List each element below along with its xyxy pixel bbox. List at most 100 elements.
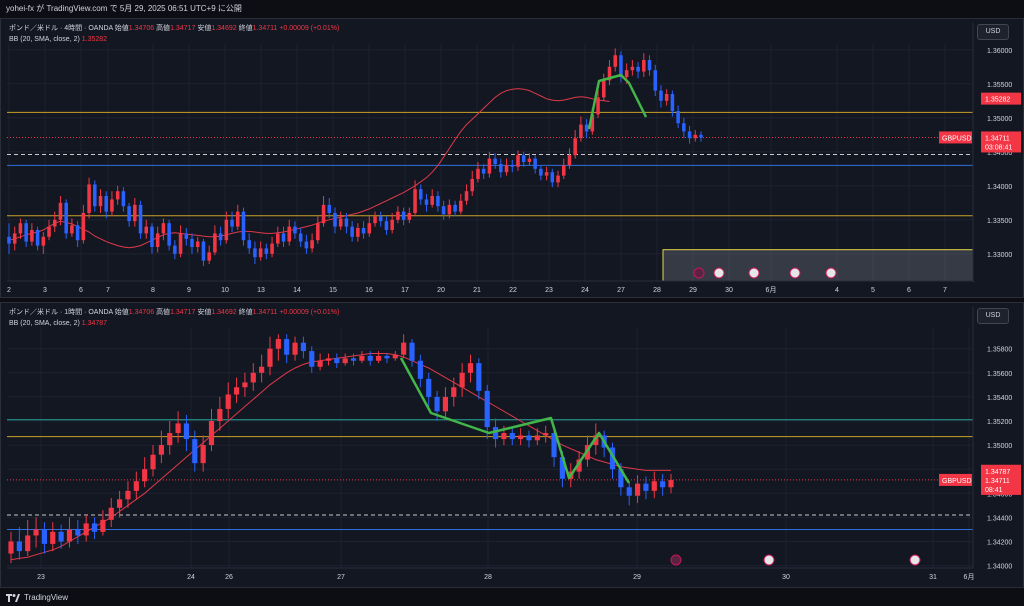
candle-body xyxy=(543,433,549,436)
candle-body xyxy=(161,223,166,234)
candle-body xyxy=(418,189,423,200)
candle xyxy=(660,474,666,496)
candle xyxy=(499,158,503,178)
candle xyxy=(81,204,86,244)
time-tick: 5 xyxy=(871,287,875,294)
candle-body xyxy=(350,226,354,237)
bb-label: BB (20, SMA, close, 2) xyxy=(9,36,80,43)
candle-body xyxy=(207,252,211,261)
candle xyxy=(642,53,646,77)
candle-body xyxy=(626,487,632,496)
candle-body xyxy=(481,168,486,174)
candle xyxy=(230,211,234,233)
candle-body xyxy=(242,382,248,388)
candle-body xyxy=(593,435,599,446)
candle xyxy=(609,442,616,479)
candle-body xyxy=(218,233,223,241)
candle-body xyxy=(208,420,215,446)
price-tick: 1.35400 xyxy=(987,395,1012,402)
time-tick: 17 xyxy=(401,287,409,294)
candle xyxy=(467,354,474,383)
candle xyxy=(18,218,23,239)
candle xyxy=(138,200,143,239)
candle-body xyxy=(108,507,114,520)
candle-body xyxy=(35,230,40,246)
candle-body xyxy=(533,158,537,169)
candle xyxy=(183,414,190,452)
candle xyxy=(87,177,91,219)
candle-body xyxy=(670,94,675,111)
chart-panel-1h[interactable]: 1.358001.356001.354001.352001.350001.348… xyxy=(0,302,1024,588)
price-tick: 1.35600 xyxy=(987,371,1012,378)
time-tick: 2 xyxy=(7,287,11,294)
candle xyxy=(556,170,560,188)
time-tick: 30 xyxy=(725,287,733,294)
currency-button[interactable]: USD xyxy=(977,308,1009,324)
candle xyxy=(350,353,357,366)
candle-body xyxy=(401,211,406,220)
candle-body xyxy=(510,165,515,167)
candle-body xyxy=(235,211,240,227)
candle-body xyxy=(258,248,263,258)
bollinger-middle-line xyxy=(10,353,671,561)
event-dot xyxy=(763,554,775,566)
candle-body xyxy=(576,459,582,472)
currency-button[interactable]: USD xyxy=(977,24,1009,40)
candle xyxy=(327,198,332,219)
chart-canvas[interactable]: 1.36000 1.35500 1.35000 1.34500 1.34000 1.335… xyxy=(1,19,1023,297)
open-value: 1.34706 xyxy=(128,309,155,316)
candle-body xyxy=(287,226,292,242)
price-tick: 1.34000 xyxy=(987,564,1012,571)
candle xyxy=(409,339,415,367)
candle-body xyxy=(467,363,474,373)
candle-body xyxy=(250,372,256,383)
candle xyxy=(441,200,446,220)
candle-body xyxy=(426,378,432,397)
candle-body xyxy=(396,211,400,220)
time-tick: 27 xyxy=(337,574,345,581)
candle-body xyxy=(167,433,173,446)
candle xyxy=(316,216,320,244)
candle-body xyxy=(459,372,465,388)
candle xyxy=(384,216,389,235)
low-value: 1.34692 xyxy=(211,25,237,32)
candle-body xyxy=(451,387,457,397)
price-tick: 1.35000 xyxy=(987,116,1012,123)
candle xyxy=(534,428,540,446)
event-dot xyxy=(825,267,837,279)
time-tick: 7 xyxy=(106,287,110,294)
event-dot xyxy=(909,554,921,566)
candle xyxy=(259,354,265,383)
time-tick: 13 xyxy=(257,287,265,294)
candle-body xyxy=(317,360,323,367)
candle-body xyxy=(342,358,348,364)
candle-body xyxy=(584,124,589,132)
candle xyxy=(264,243,269,260)
bollinger-middle-line xyxy=(8,88,610,249)
time-tick: 6 xyxy=(907,287,911,294)
chart-canvas[interactable]: 1.358001.356001.354001.352001.350001.348… xyxy=(1,303,1023,587)
candle-body xyxy=(492,427,499,440)
candle xyxy=(647,55,652,76)
candle xyxy=(200,435,206,472)
candle-body xyxy=(609,447,616,470)
chart-panel-4h[interactable]: 1.36000 1.35500 1.35000 1.34500 1.34000 1.335… xyxy=(0,18,1024,298)
candle-body xyxy=(634,483,641,496)
candle-body xyxy=(384,355,390,359)
candle-body xyxy=(459,200,463,212)
event-dot xyxy=(789,267,801,279)
candle xyxy=(413,180,417,217)
candle xyxy=(287,219,292,246)
candle xyxy=(12,226,17,251)
candle xyxy=(121,187,126,212)
candle xyxy=(217,396,223,431)
low-value: 1.34692 xyxy=(211,309,237,316)
close-value: 1.34711 xyxy=(252,309,278,316)
candle-body xyxy=(651,481,657,491)
candle xyxy=(533,155,537,174)
candle-body xyxy=(664,94,669,101)
candle-body xyxy=(298,233,303,242)
candle-body xyxy=(334,358,340,364)
candle-body xyxy=(241,211,246,241)
time-tick: 24 xyxy=(581,287,589,294)
